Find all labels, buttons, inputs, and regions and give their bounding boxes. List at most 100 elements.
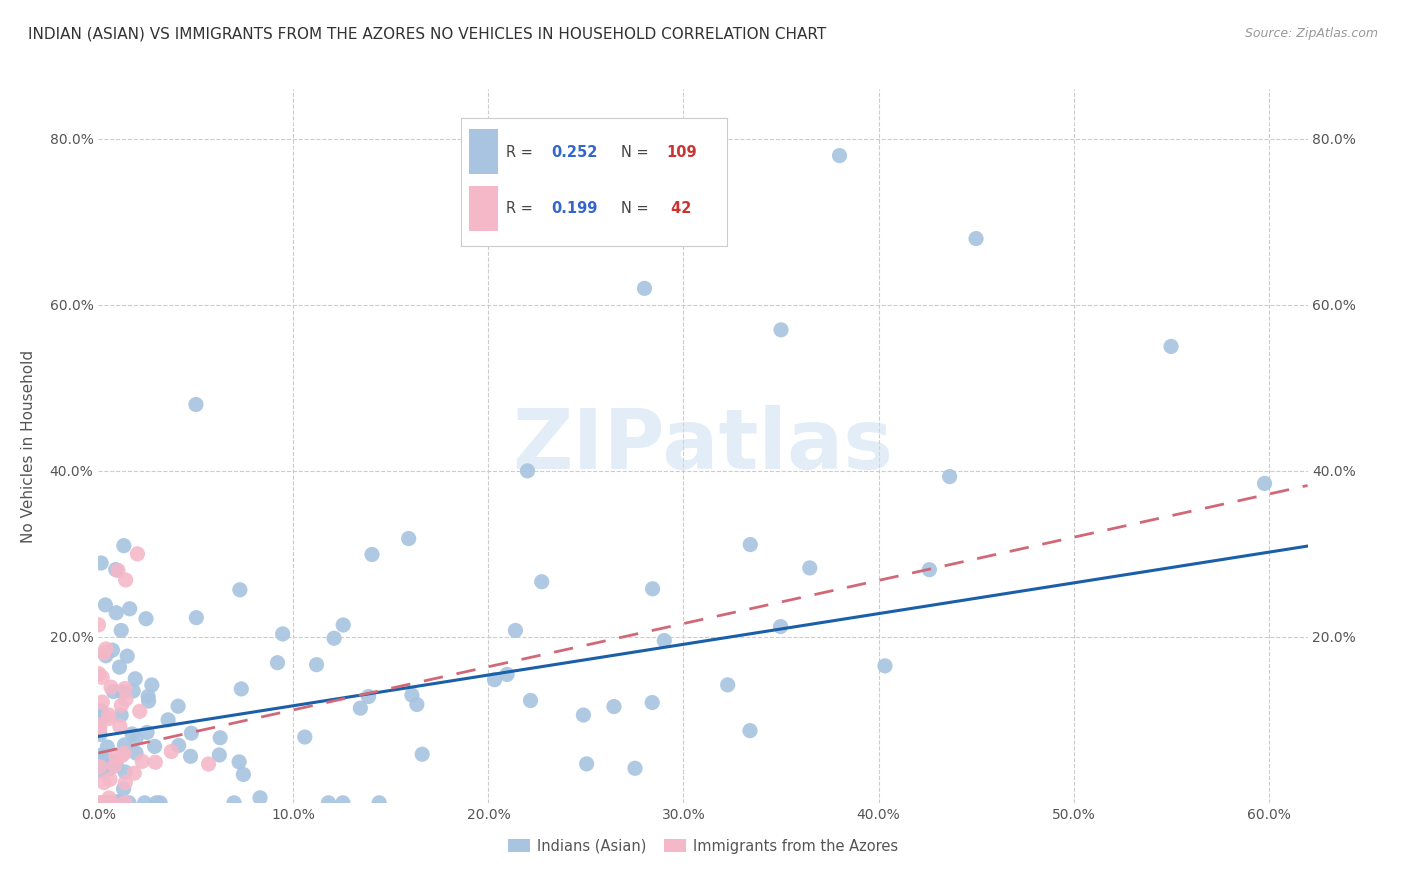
Point — [938, 469, 960, 483]
Point — [228, 755, 250, 769]
Point — [122, 766, 145, 780]
Point — [115, 692, 138, 706]
Point — [98, 754, 121, 768]
Point — [401, 688, 423, 702]
Point — [93, 796, 115, 810]
Point — [98, 759, 121, 773]
Point — [125, 731, 148, 745]
Point — [208, 747, 231, 762]
Point — [127, 547, 149, 561]
Point — [624, 761, 647, 775]
Point — [103, 759, 125, 773]
Point — [323, 632, 346, 646]
Point — [93, 775, 115, 789]
Point — [149, 796, 172, 810]
Point — [110, 698, 132, 713]
Point — [124, 672, 146, 686]
Point — [96, 739, 118, 754]
Point — [87, 617, 110, 632]
Point — [294, 730, 316, 744]
Point — [89, 760, 111, 774]
Point — [111, 748, 134, 763]
Point — [122, 684, 145, 698]
Point — [91, 695, 114, 709]
Point — [96, 796, 118, 810]
Text: ZIPatlas: ZIPatlas — [513, 406, 893, 486]
Point — [965, 231, 987, 245]
Point — [332, 618, 354, 632]
Point — [138, 694, 160, 708]
Point — [799, 561, 821, 575]
Point — [361, 548, 384, 562]
Point — [112, 781, 135, 796]
Point — [110, 796, 132, 810]
Point — [98, 791, 121, 805]
Point — [100, 680, 122, 694]
Point — [740, 538, 762, 552]
Point — [98, 796, 121, 810]
Point — [505, 624, 527, 638]
Point — [519, 693, 541, 707]
Point — [1160, 339, 1182, 353]
Point — [266, 656, 288, 670]
Point — [105, 758, 128, 772]
Point — [633, 281, 655, 295]
Point — [131, 755, 153, 769]
Point — [114, 681, 136, 696]
Point — [89, 764, 111, 778]
Point — [97, 712, 120, 726]
Point — [87, 666, 110, 681]
Point — [641, 582, 664, 596]
Point — [110, 796, 132, 810]
Point — [160, 745, 183, 759]
Point — [1253, 476, 1275, 491]
Point — [229, 582, 252, 597]
Point — [222, 796, 245, 810]
Point — [136, 725, 159, 739]
Point — [112, 539, 135, 553]
Point — [406, 698, 429, 712]
Point — [232, 767, 254, 781]
Point — [575, 756, 598, 771]
Point — [114, 573, 136, 587]
Y-axis label: No Vehicles in Household: No Vehicles in Household — [21, 350, 35, 542]
Point — [332, 796, 354, 810]
Point — [603, 699, 626, 714]
Point — [157, 713, 180, 727]
Point — [318, 796, 340, 810]
Point — [94, 796, 117, 810]
Point — [357, 690, 380, 704]
Point — [411, 747, 433, 762]
Point — [717, 678, 740, 692]
Point — [98, 762, 121, 776]
Point — [349, 701, 371, 715]
Point — [180, 749, 202, 764]
Text: Source: ZipAtlas.com: Source: ZipAtlas.com — [1244, 27, 1378, 40]
Point — [89, 721, 111, 735]
Point — [135, 612, 157, 626]
Point — [90, 711, 112, 725]
Point — [118, 601, 141, 615]
Point — [738, 723, 761, 738]
Point — [90, 704, 112, 718]
Point — [143, 739, 166, 754]
Point — [145, 796, 167, 810]
Point — [100, 796, 122, 810]
Point — [103, 759, 125, 773]
Point — [136, 690, 159, 704]
Point — [87, 723, 110, 738]
Point — [97, 707, 120, 722]
Point — [918, 563, 941, 577]
Point — [769, 323, 792, 337]
Point — [94, 598, 117, 612]
Point — [398, 532, 420, 546]
Point — [186, 610, 208, 624]
Point — [89, 727, 111, 741]
Point — [114, 764, 136, 779]
Point — [209, 731, 232, 745]
Point — [98, 772, 121, 787]
Point — [180, 726, 202, 740]
Point — [496, 667, 519, 681]
Point — [197, 757, 219, 772]
Point — [184, 397, 207, 411]
